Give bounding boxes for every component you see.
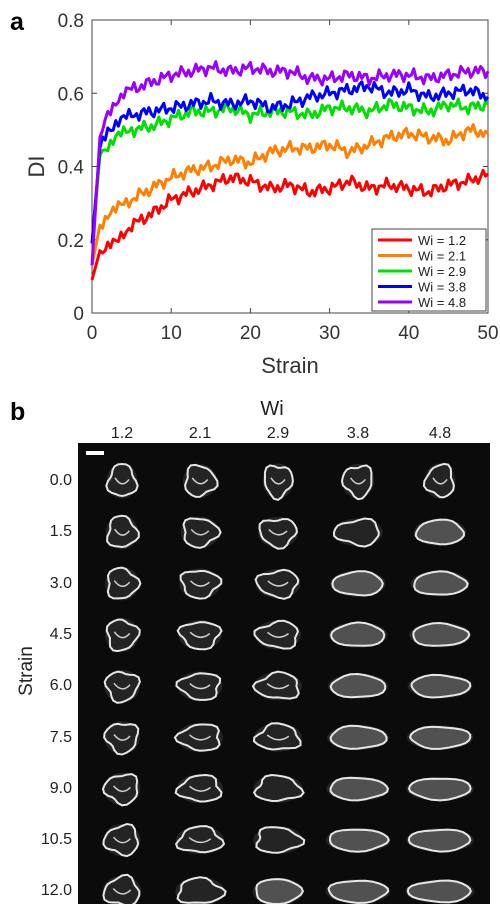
y-tick-label: 0 [73, 304, 84, 325]
panel-a-letter: a [10, 8, 24, 36]
y-tick-label: 0.6 [58, 84, 84, 105]
cell-image [325, 879, 391, 904]
series-line-Wi21 [90, 123, 490, 266]
cell-image [252, 773, 305, 803]
cell-image [325, 827, 391, 853]
strain-row-label: 9.0 [49, 779, 72, 797]
cell-image [330, 570, 386, 597]
cell-image [252, 722, 302, 752]
cell-image [405, 879, 475, 904]
x-tick-label: 50 [477, 323, 498, 344]
cell-image [327, 672, 389, 699]
strain-row-label: 3.0 [49, 574, 72, 592]
cell-image [175, 671, 223, 701]
cell-image [326, 776, 390, 802]
cell-image [253, 826, 306, 855]
x-tick-label: 20 [240, 323, 261, 344]
cell-image [105, 514, 140, 550]
legend-entry: Wi = 3.8 [418, 280, 466, 295]
wi-column-label: 2.9 [266, 425, 290, 442]
wi-column-header: Wi [260, 398, 284, 420]
cell-image [101, 772, 141, 807]
cell-image [174, 825, 226, 855]
series-line-Wi12 [90, 168, 490, 281]
y-axis-label: DI [24, 156, 49, 178]
x-tick-label: 10 [161, 323, 182, 344]
wi-column-label: 2.1 [188, 425, 212, 442]
cell-image [262, 463, 294, 501]
strain-row-label: 7.5 [49, 728, 72, 746]
cell-image [340, 463, 375, 501]
x-tick-label: 40 [398, 323, 419, 344]
cell-image [179, 568, 223, 600]
x-axis-label: Strain [261, 353, 318, 378]
strain-row-label: 1.5 [49, 523, 72, 541]
cell-image [251, 670, 302, 701]
wi-column-label: 4.8 [428, 425, 452, 442]
cell-image [406, 776, 474, 802]
legend-entry: Wi = 2.1 [418, 249, 466, 264]
cell-image [173, 723, 224, 752]
legend-entry: Wi = 4.8 [418, 295, 466, 310]
cell-image [183, 463, 219, 498]
strain-row-label: 6.0 [49, 677, 72, 695]
cell-image [422, 462, 456, 499]
y-tick-label: 0.8 [58, 11, 84, 32]
legend-entry: Wi = 1.2 [418, 233, 466, 248]
cell-image [102, 822, 141, 858]
strain-row-label: 4.5 [49, 625, 72, 643]
scale-bar [86, 451, 104, 455]
cell-image [406, 828, 474, 853]
strain-row-label: 12.0 [40, 882, 72, 900]
cell-image [105, 618, 141, 653]
cell-image [409, 621, 471, 648]
cell-grid [101, 462, 475, 904]
series-line-Wi38 [90, 80, 490, 244]
cell-image [254, 568, 301, 600]
cell-image [175, 876, 227, 904]
cell-image [413, 518, 467, 546]
cell-image [252, 877, 305, 904]
cell-image [103, 669, 141, 704]
wi-column-label: 3.8 [346, 425, 370, 442]
strain-row-axis-label: Strain [16, 646, 37, 696]
cell-image [180, 516, 222, 549]
cell-image [410, 570, 470, 597]
cell-image [253, 619, 302, 650]
x-tick-label: 0 [87, 323, 98, 344]
y-tick-label: 0.4 [58, 158, 85, 179]
cell-image [176, 620, 223, 651]
micrograph-image [78, 443, 490, 904]
cell-image [103, 721, 140, 756]
y-tick-label: 0.2 [58, 231, 84, 252]
strain-row-label: 0.0 [49, 472, 72, 489]
cell-image [328, 621, 388, 648]
di-vs-strain-chart: 0 0.2 0.4 0.6 0.8 0 10 20 30 40 50 Strain DI Wi = 1.2… [24, 11, 499, 378]
series-line-Wi29 [90, 97, 490, 244]
panel-b-letter: b [10, 398, 26, 426]
cell-image [105, 462, 139, 499]
legend-entry: Wi = 2.9 [418, 264, 466, 279]
cell-image [327, 724, 389, 750]
cell-image [102, 873, 142, 904]
cell-image [407, 673, 473, 699]
cell-image [174, 773, 224, 804]
series-line-Wi48 [90, 60, 490, 266]
cell-image [406, 725, 474, 750]
cell-image [105, 566, 142, 601]
x-tick-label: 30 [319, 323, 340, 344]
cell-image [332, 517, 383, 548]
wi-column-label: 1.2 [110, 425, 134, 442]
strain-row-label: 10.5 [40, 831, 72, 849]
cell-image [257, 516, 299, 550]
